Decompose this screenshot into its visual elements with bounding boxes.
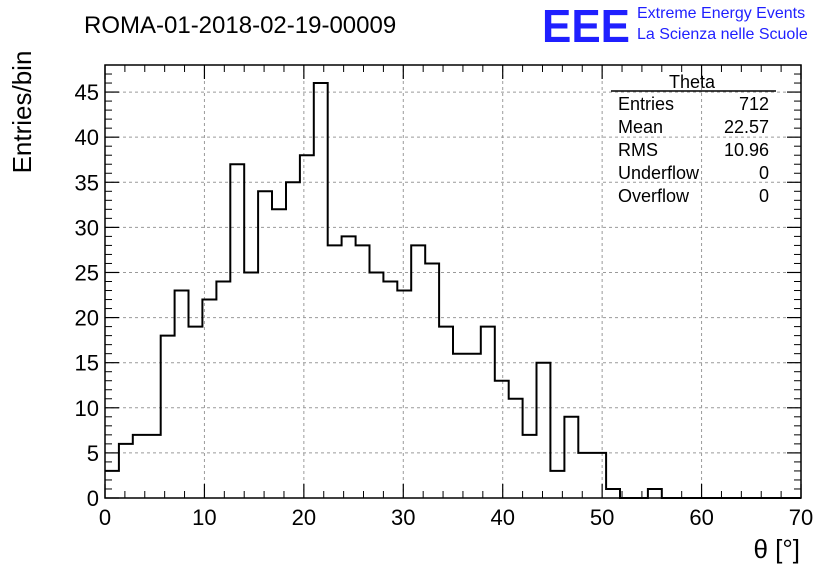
y-tick-label: 40 xyxy=(75,125,99,150)
y-tick-label: 45 xyxy=(75,80,99,105)
logo-line-2: La Scienza nelle Scuole xyxy=(637,26,808,43)
x-tick-label: 20 xyxy=(292,505,316,530)
stats-label-entries: Entries xyxy=(618,94,674,114)
stats-label-rms: RMS xyxy=(618,140,658,160)
logo-mark: EEE xyxy=(542,0,630,52)
logo-line-1: Extreme Energy Events xyxy=(637,5,805,22)
x-tick-label: 70 xyxy=(789,505,813,530)
x-tick-labels: 0 10 20 30 40 50 60 70 xyxy=(99,505,813,530)
stats-value-rms: 10.96 xyxy=(724,140,769,160)
eee-logo: EEE Extreme Energy Events La Scienza nel… xyxy=(542,0,808,52)
y-tick-label: 25 xyxy=(75,260,99,285)
y-tick-label: 30 xyxy=(75,215,99,240)
stats-title: Theta xyxy=(669,72,716,92)
y-tick-label: 15 xyxy=(75,351,99,376)
plot-frame xyxy=(104,64,802,499)
x-tick-label: 60 xyxy=(689,505,713,530)
y-tick-label: 0 xyxy=(87,486,99,511)
chart-title: ROMA-01-2018-02-19-00009 xyxy=(84,12,396,39)
y-tick-label: 5 xyxy=(87,441,99,466)
axis-ticks xyxy=(104,64,802,499)
y-axis-label: Entries/bin xyxy=(7,51,37,174)
grid-lines xyxy=(105,65,801,498)
x-tick-label: 30 xyxy=(391,505,415,530)
stats-box: Theta Entries 712 Mean 22.57 RMS 10.96 U… xyxy=(611,72,776,206)
x-tick-label: 50 xyxy=(590,505,614,530)
histogram-line xyxy=(105,82,801,499)
stats-value-mean: 22.57 xyxy=(724,117,769,137)
stats-value-entries: 712 xyxy=(739,94,769,114)
y-tick-label: 35 xyxy=(75,170,99,195)
x-tick-label: 10 xyxy=(192,505,216,530)
x-tick-label: 40 xyxy=(490,505,514,530)
stats-value-underflow: 0 xyxy=(759,163,769,183)
y-tick-label: 10 xyxy=(75,396,99,421)
stats-label-underflow: Underflow xyxy=(618,163,700,183)
y-tick-label: 20 xyxy=(75,306,99,331)
y-tick-labels: 0 5 10 15 20 25 30 35 40 45 xyxy=(75,80,99,511)
stats-label-mean: Mean xyxy=(618,117,663,137)
x-tick-label: 0 xyxy=(99,505,111,530)
stats-label-overflow: Overflow xyxy=(618,186,690,206)
stats-value-overflow: 0 xyxy=(759,186,769,206)
x-axis-label: θ [°] xyxy=(753,534,800,564)
